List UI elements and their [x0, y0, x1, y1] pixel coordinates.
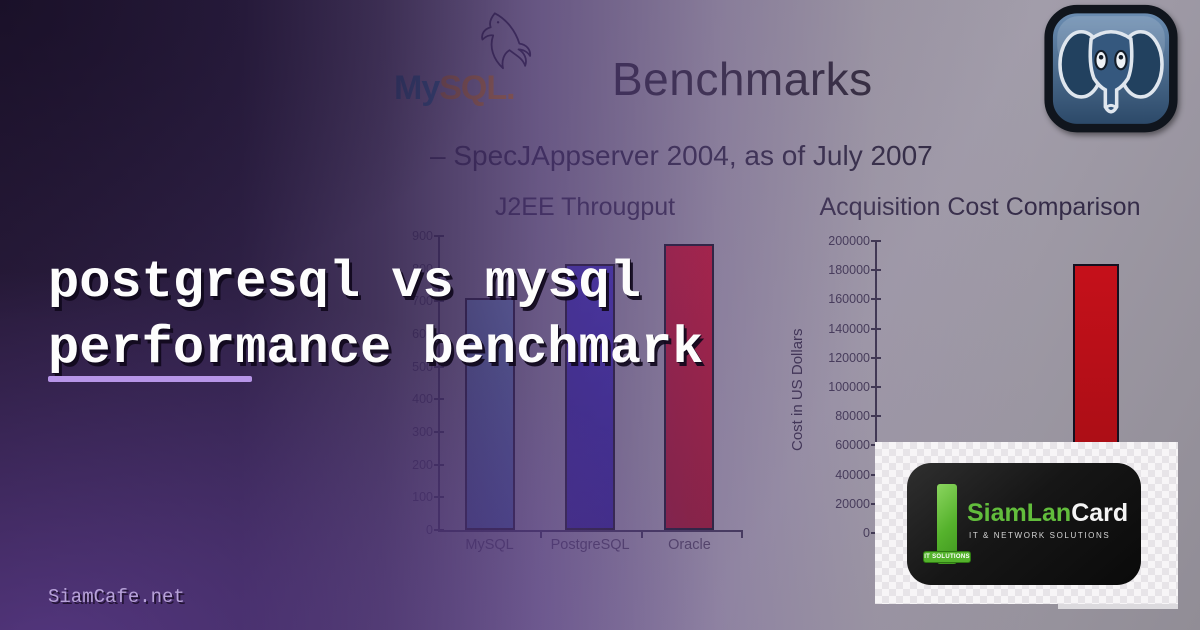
- sponsor-image-edge: [1058, 604, 1178, 609]
- headline-line-1: postgresql vs mysql: [48, 253, 641, 312]
- headline-underline: [48, 376, 252, 382]
- sponsor-brand-green: SiamLan: [967, 499, 1072, 527]
- sponsor-card: IT SOLUTIONS SiamLanCard IT & NETWORK SO…: [907, 463, 1141, 585]
- watermark-sitename: SiamCafe.net: [48, 586, 185, 608]
- sponsor-tagline: IT & NETWORK SOLUTIONS: [969, 531, 1111, 540]
- sponsor-brand-white: Card: [1071, 499, 1129, 527]
- headline: postgresql vs mysql performance benchmark: [48, 250, 703, 382]
- sponsor-brand: SiamLanCard: [967, 499, 1128, 528]
- sponsor-logo-image: IT SOLUTIONS SiamLanCard IT & NETWORK SO…: [875, 442, 1178, 604]
- headline-line-2: performance benchmark: [48, 319, 704, 378]
- sponsor-badge: IT SOLUTIONS: [923, 551, 971, 563]
